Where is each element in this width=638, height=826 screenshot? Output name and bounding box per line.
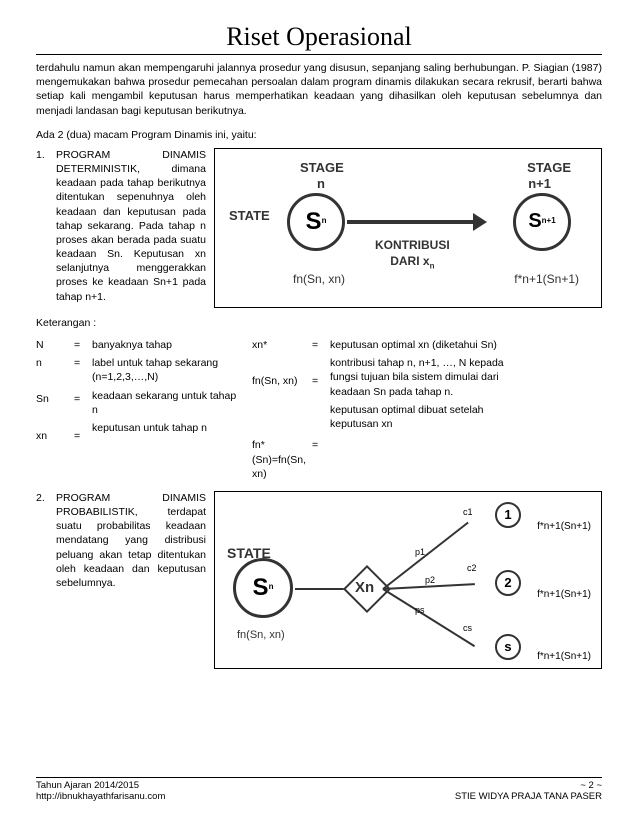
ket-sym-N: N: [36, 338, 74, 352]
d2-fn: fn(Sn, xn): [237, 628, 285, 643]
d1-stage-n-label: STAGE: [300, 159, 344, 177]
ket-desc-N: banyaknya tahap: [92, 338, 242, 352]
item2-text: PROGRAM DINAMIS PROBABILISTIK, terdapat …: [56, 491, 206, 669]
d2-c1: c1: [463, 506, 473, 518]
d2-p2: p2: [425, 574, 435, 586]
d1-fn1: f*n+1(Sn+1): [514, 271, 579, 287]
d2-node-2: 2: [495, 570, 521, 596]
d2-line-h: [295, 588, 349, 590]
eq: =: [312, 374, 330, 388]
d2-edge3: [382, 588, 475, 647]
eq: =: [312, 338, 330, 352]
intro-paragraph: terdahulu namun akan mempengaruhi jalann…: [36, 61, 602, 118]
ket-sym-Sn: Sn: [36, 392, 74, 406]
page-title: Riset Operasional: [36, 22, 602, 52]
footer: Tahun Ajaran 2014/2015 ~ 2 ~ http://ibnu…: [36, 777, 602, 802]
d2-p1: p1: [415, 546, 425, 558]
content: terdahulu namun akan mempengaruhi jalann…: [36, 61, 602, 669]
d2-node-1: 1: [495, 502, 521, 528]
footer-page: ~ 2 ~: [580, 780, 602, 791]
footer-institution: STIE WIDYA PRAJA TANA PASER: [455, 791, 602, 802]
ket-desc2-fn: kontribusi tahap n, n+1, …, N kepada fun…: [330, 356, 505, 399]
d2-c2: c2: [467, 562, 477, 574]
item2-number: 2.: [36, 491, 48, 669]
eq: =: [312, 438, 330, 452]
eq: =: [74, 356, 92, 370]
d2-f2: f*n+1(Sn+1): [537, 588, 591, 602]
d1-arrow-line: [347, 220, 477, 224]
ket-desc2-xn: keputusan optimal xn (diketahui Sn): [330, 338, 505, 352]
eq: =: [74, 338, 92, 352]
d2-ps: ps: [415, 604, 425, 616]
d2-fs: f*n+1(Sn+1): [537, 650, 591, 664]
ket-desc2-fnstar: keputusan optimal dibuat setelah keputus…: [330, 403, 505, 431]
eq: =: [74, 429, 92, 443]
d1-fn: fn(Sn, xn): [293, 271, 345, 287]
ket-sym2-xn: xn*: [252, 338, 312, 352]
d1-stage-n1-label: STAGE: [527, 159, 571, 177]
item2-row: 2. PROGRAM DINAMIS PROBABILISTIK, terdap…: [36, 491, 602, 669]
ket-sym2-fnstar: fn*(Sn)=fn(Sn, xn): [252, 438, 312, 481]
d1-arrow-head: [473, 213, 487, 231]
footer-url: http://ibnukhayathfarisanu.com: [36, 791, 165, 802]
d2-node-s: s: [495, 634, 521, 660]
d1-node-sn1: Sn+1: [513, 193, 571, 251]
ket-desc-xn: keputusan untuk tahap n: [92, 421, 242, 435]
item1-row: 1. PROGRAM DINAMIS DETERMINISTIK, dimana…: [36, 148, 602, 308]
d2-node-sn: Sn: [233, 558, 293, 618]
d1-n1: n+1: [528, 175, 551, 193]
item1-number: 1.: [36, 148, 48, 308]
ket-sym-n: n: [36, 356, 74, 370]
d1-node-sn: Sn: [287, 193, 345, 251]
keterangan-table: N n Sn xn = = = = banyaknya tahap label …: [36, 338, 602, 481]
d2-xn: Xn: [355, 578, 374, 598]
divider-top: [36, 54, 602, 55]
item1-text: PROGRAM DINAMIS DETERMINISTIK, dimana ke…: [56, 148, 206, 308]
divider-bottom: [36, 777, 602, 778]
ket-desc-n: label untuk tahap sekarang (n=1,2,3,…,N): [92, 356, 242, 384]
footer-year: Tahun Ajaran 2014/2015: [36, 780, 139, 791]
d1-state: STATE: [229, 207, 270, 225]
eq: =: [74, 392, 92, 406]
ket-desc-Sn: keadaan sekarang untuk tahap n: [92, 389, 242, 417]
ket-sym2-fn: fn(Sn, xn): [252, 374, 312, 388]
d2-cs: cs: [463, 622, 472, 634]
d1-n: n: [317, 175, 325, 193]
list-intro: Ada 2 (dua) macam Program Dinamis ini, y…: [36, 128, 602, 142]
d1-kontribusi: KONTRIBUSIDARI xn: [375, 237, 450, 272]
diagram-deterministic: STAGE STAGE n n+1 STATE Sn Sn+1 KONTRIBU…: [214, 148, 602, 308]
diagram-probabilistic: STATE Sn fn(Sn, xn) Xn p1 p2 ps c1 c2 cs…: [214, 491, 602, 669]
d2-f1: f*n+1(Sn+1): [537, 520, 591, 534]
keterangan-title: Keterangan :: [36, 316, 602, 330]
ket-sym-xn: xn: [36, 429, 74, 443]
